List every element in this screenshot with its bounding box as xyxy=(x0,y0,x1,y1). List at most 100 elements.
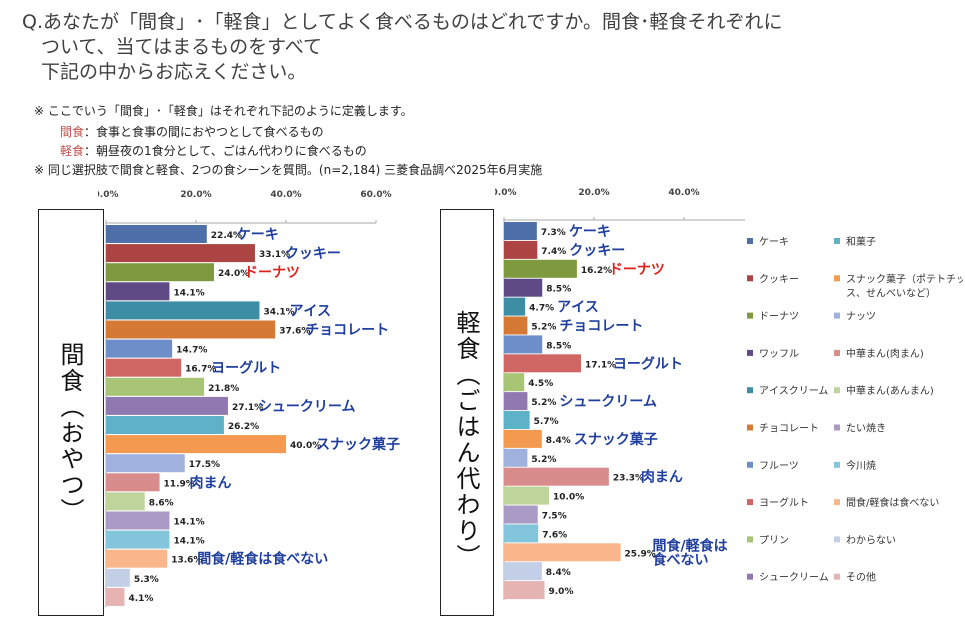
legend-label-チョコレート: チョコレート xyxy=(759,423,819,435)
bar-わからない xyxy=(106,568,130,587)
legend-swatch xyxy=(747,238,753,244)
legend-label-間食-軽食は食べない: 間食/軽食は食べない xyxy=(846,496,939,509)
data-label: 9.0% xyxy=(549,587,574,597)
bar-和菓子 xyxy=(106,416,224,434)
data-label: 4.7% xyxy=(529,304,554,314)
note-snack-term: 間食 xyxy=(60,125,85,139)
data-label: 27.1% xyxy=(232,403,263,413)
data-label: 33.1% xyxy=(259,250,290,260)
bar-スナック菓子 xyxy=(106,435,286,454)
legend-label-プリン: プリン xyxy=(759,534,789,546)
bar-たい焼き xyxy=(106,511,170,530)
data-label: 34.1% xyxy=(263,307,294,317)
callout-肉まん: 肉まん xyxy=(190,474,232,491)
data-label: 8.5% xyxy=(546,341,571,351)
legend-label-アイスクリーム: アイスクリーム xyxy=(759,385,828,397)
legend-label-ワッフル: ワッフル xyxy=(759,349,799,360)
legend-label-フルーツ: フルーツ xyxy=(759,461,799,472)
data-label: 10.0% xyxy=(553,493,584,503)
bar-ワッフル xyxy=(106,282,170,301)
legend-swatch xyxy=(747,461,753,468)
category-box-light-meal: 軽食（ごはん代わり） xyxy=(440,209,494,616)
x-tick-label: 40.0% xyxy=(668,188,699,198)
callout-ケーキ: ケーキ xyxy=(237,227,279,243)
bar-ワッフル xyxy=(504,278,543,297)
bar-今川焼 xyxy=(106,530,170,549)
legend-swatch xyxy=(834,499,840,506)
data-label: 5.3% xyxy=(134,575,159,585)
data-label: 8.5% xyxy=(546,285,571,295)
legend-swatch xyxy=(747,349,753,356)
category-box-snack: 間食（おやつ） xyxy=(38,209,104,616)
legend-swatch xyxy=(747,424,753,431)
callout-ヨーグルト: ヨーグルト xyxy=(613,355,683,372)
bar-シュークリーム xyxy=(106,396,228,415)
data-label: 22.4% xyxy=(211,231,242,241)
bar-チョコレート xyxy=(504,316,528,335)
bar-フルーツ xyxy=(106,339,173,358)
legend-swatch xyxy=(834,312,840,319)
legend-swatch xyxy=(834,424,840,431)
bar-クッキー xyxy=(504,240,538,259)
data-label: 7.6% xyxy=(542,530,567,540)
data-label: 37.6% xyxy=(279,327,310,337)
legend-swatch xyxy=(747,499,753,506)
legend-swatch xyxy=(834,461,840,468)
bar-ケーキ xyxy=(106,225,207,243)
legend-swatch xyxy=(834,573,840,580)
bar-プリン xyxy=(504,373,525,392)
callout-シュークリーム: シュークリーム xyxy=(559,394,657,410)
bar-たい焼き xyxy=(504,505,538,524)
callout-チョコレート: チョコレート xyxy=(559,319,643,335)
legend-label-ドーナツ: ドーナツ xyxy=(759,311,799,323)
note-survey: ※ 同じ選択肢で間食と軽食、2つの食シーンを質問。(n=2,184) 三菱食品調… xyxy=(34,163,543,177)
data-label: 16.7% xyxy=(185,365,216,375)
callout-間食-軽食は食べない: 間食/軽食は食べない xyxy=(197,551,328,568)
category-label-light-meal: 軽食（ごはん代わり） xyxy=(452,310,480,570)
bar-アイスクリーム xyxy=(504,297,526,316)
callout-スナック菓子: スナック菓子 xyxy=(316,436,400,453)
callout-チョコレート: チョコレート xyxy=(305,323,389,339)
callout-ケーキ: ケーキ xyxy=(569,224,611,240)
bar-ヨーグルト xyxy=(504,354,581,373)
legend-label-わからない: わからない xyxy=(846,534,896,546)
callout-肉まん: 肉まん xyxy=(641,469,683,486)
bar-中華まん-あんまん- xyxy=(504,486,549,505)
legend-swatch xyxy=(747,573,753,580)
note-snack-definition: 間食：食事と食事の間におやつとして食べるもの xyxy=(60,125,324,139)
bar-スナック菓子 xyxy=(504,429,542,448)
legend-label-シュークリーム: シュークリーム xyxy=(759,572,829,584)
x-tick-label: 0.0% xyxy=(495,188,516,198)
bar-中華まん-肉まん- xyxy=(504,467,609,486)
data-label: 26.2% xyxy=(228,422,259,432)
data-label: 25.9% xyxy=(625,549,656,559)
bar-中華まん-肉まん- xyxy=(106,473,160,492)
legend-swatch xyxy=(747,312,753,319)
bar-中華まん-あんまん- xyxy=(106,492,145,511)
data-label: 8.6% xyxy=(149,498,174,508)
data-label: 14.1% xyxy=(173,288,204,298)
data-label: 16.2% xyxy=(581,266,612,276)
bar-クッキー xyxy=(106,244,255,263)
data-label: 5.7% xyxy=(534,417,559,427)
bar-プリン xyxy=(106,377,205,396)
bar-アイスクリーム xyxy=(106,301,260,320)
snack-bar-chart: 0.0% 20.0% 40.0% 60.0% 22.4% 33.1% 24.0% 14.1% 3… xyxy=(98,190,400,607)
bar-わからない xyxy=(504,562,542,581)
callout-ヨーグルト: ヨーグルト xyxy=(211,360,281,377)
callout-クッキー: クッキー xyxy=(569,243,625,259)
data-label: 8.4% xyxy=(546,436,571,446)
legend-label-和菓子: 和菓子 xyxy=(846,236,876,248)
note-light-meal-term: 軽食 xyxy=(60,144,85,158)
data-label: 4.1% xyxy=(128,594,153,604)
light-meal-bar-chart: 0.0%20.0%40.0%60.0%7.3%7.4%16.2%8.5%4.7%… xyxy=(495,188,745,600)
note-light-meal-text: ：朝昼夜の1食分として、ごはん代わりに食べるもの xyxy=(84,144,367,158)
legend-label-ヨーグルト: ヨーグルト xyxy=(759,496,809,509)
callout-スナック菓子: スナック菓子 xyxy=(574,431,658,448)
x-tick-label: 0.0% xyxy=(98,190,118,200)
bar-チョコレート xyxy=(106,320,276,339)
data-label: 5.2% xyxy=(531,455,556,465)
bar-和菓子 xyxy=(504,411,530,429)
data-label: 5.2% xyxy=(531,398,556,408)
data-label: 17.5% xyxy=(189,460,220,470)
